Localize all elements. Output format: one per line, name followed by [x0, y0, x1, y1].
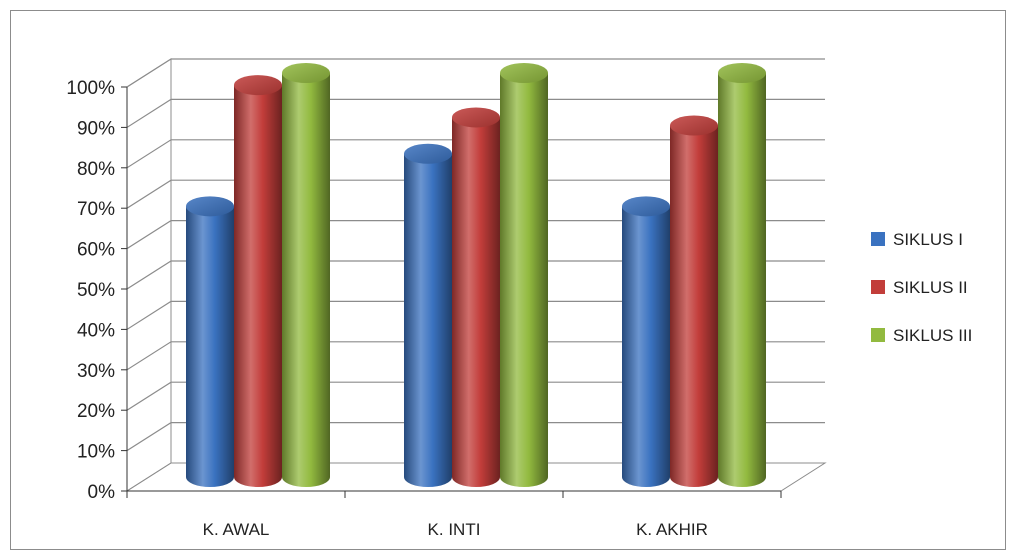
bar-cap — [404, 143, 452, 164]
bar-body — [234, 85, 282, 488]
bar-cap — [186, 196, 234, 217]
legend-swatch — [871, 232, 885, 246]
bar-chart: 0% 10% 20% 30% 40% 50% 60% 70% 80% 90% 100% K. AWAL… — [66, 58, 972, 539]
y-tick-label: 10% — [77, 442, 115, 463]
gridline — [126, 300, 825, 330]
legend-item: SIKLUS I — [871, 230, 963, 249]
bar-cap — [670, 115, 718, 136]
axes: 0% 10% 20% 30% 40% 50% 60% 70% 80% 90% 100% K. AWAL… — [66, 78, 782, 539]
bar-cap — [500, 63, 548, 83]
y-tick-label: 30% — [77, 361, 115, 382]
legend-label: SIKLUS III — [893, 326, 972, 345]
bar — [452, 107, 500, 487]
gridline — [126, 341, 825, 371]
bar — [282, 63, 330, 487]
gridline — [126, 422, 825, 452]
gridline — [126, 58, 825, 88]
gridline — [126, 220, 825, 250]
bar-body — [622, 206, 670, 487]
bar — [186, 196, 234, 487]
bar-body — [452, 117, 500, 487]
bar-body — [404, 153, 452, 488]
gridlines — [126, 58, 825, 452]
bar-cap — [622, 196, 670, 217]
x-category-label: K. AKHIR — [636, 520, 708, 539]
bar-body — [500, 73, 548, 487]
y-tick-label: 0% — [88, 482, 116, 503]
legend-item: SIKLUS II — [871, 278, 968, 297]
bar-body — [282, 73, 330, 487]
bar-body — [718, 73, 766, 487]
bar — [234, 75, 282, 488]
bar-body — [670, 125, 718, 488]
bar — [622, 196, 670, 487]
legend-label: SIKLUS I — [893, 230, 963, 249]
bar-cap — [282, 63, 330, 83]
bar — [500, 63, 548, 487]
x-category-label: K. AWAL — [203, 520, 270, 539]
bar-body — [186, 206, 234, 487]
y-tick-label: 100% — [66, 78, 115, 99]
x-category-label: K. INTI — [428, 520, 481, 539]
legend: SIKLUS I SIKLUS II SIKLUS III — [871, 230, 972, 345]
gridline — [126, 139, 825, 169]
bar — [404, 143, 452, 488]
bars — [186, 63, 766, 488]
chart-frame: 0% 10% 20% 30% 40% 50% 60% 70% 80% 90% 100% K. AWAL… — [10, 10, 1006, 550]
legend-item: SIKLUS III — [871, 326, 972, 345]
y-tick-label: 80% — [77, 159, 115, 180]
gridline — [126, 260, 825, 290]
gridline — [126, 381, 825, 411]
y-tick-label: 20% — [77, 401, 115, 422]
gridline — [126, 98, 825, 128]
gridline — [126, 179, 825, 209]
bar-cap — [718, 63, 766, 83]
y-tick-label: 40% — [77, 320, 115, 341]
bar — [718, 63, 766, 487]
bar-cap — [234, 75, 282, 96]
legend-swatch — [871, 280, 885, 294]
bar-cap — [452, 107, 500, 128]
legend-swatch — [871, 328, 885, 342]
y-tick-label: 50% — [77, 280, 115, 301]
y-tick-label: 60% — [77, 240, 115, 261]
y-tick-label: 90% — [77, 118, 115, 139]
bar — [670, 115, 718, 488]
legend-label: SIKLUS II — [893, 278, 968, 297]
y-tick-label: 70% — [77, 199, 115, 220]
